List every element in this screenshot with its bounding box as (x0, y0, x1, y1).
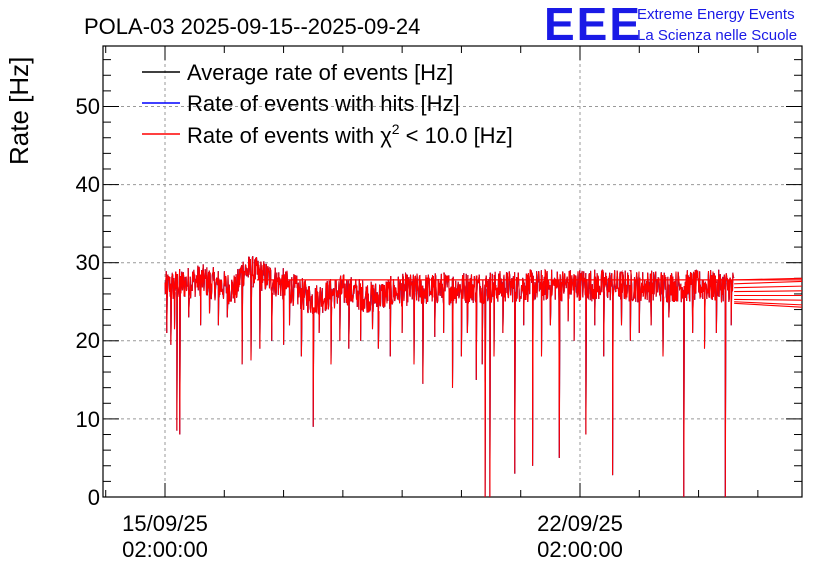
legend-label-hits: Rate of events with hits [Hz] (187, 91, 460, 116)
y-tick-label-0: 0 (88, 485, 100, 510)
plot-frame (102, 45, 803, 498)
grid (103, 46, 802, 497)
series-tail-line-3 (734, 290, 803, 293)
legend-chi2-sup: 2 (392, 121, 400, 137)
y-tick-labels: 0 10 20 30 40 50 (76, 94, 100, 510)
brand-line-1: Extreme Energy Events (637, 6, 795, 23)
series-tail-line-2 (734, 285, 803, 289)
x-tick-time-0: 02:00:00 (122, 537, 208, 562)
series-tail-line-7 (734, 302, 803, 308)
legend-label-chi2: Rate of events with χ2 < 10.0 [Hz] (187, 121, 513, 148)
series-group (164, 256, 803, 498)
y-tick-label-40: 40 (76, 172, 100, 197)
x-tick-date-1: 22/09/25 (537, 511, 623, 536)
series-chi2-line (164, 256, 735, 498)
brand-line-2: La Scienza nelle Scuole (637, 27, 797, 44)
y-tick-label-20: 20 (76, 328, 100, 353)
x-tick-date-0: 15/09/25 (122, 511, 208, 536)
y-tick-label-10: 10 (76, 407, 100, 432)
legend-label-average: Average rate of events [Hz] (187, 60, 453, 85)
x-tick-labels: 15/09/25 02:00:00 22/09/25 02:00:00 (122, 511, 623, 562)
y-axis-label: Rate [Hz] (4, 57, 34, 165)
legend-chi2-pre: Rate of events with χ (187, 123, 392, 148)
y-tick-label-50: 50 (76, 94, 100, 119)
y-tick-label-30: 30 (76, 250, 100, 275)
x-tick-time-1: 02:00:00 (537, 537, 623, 562)
legend: Average rate of events [Hz] Rate of even… (142, 60, 513, 148)
chart-title: POLA-03 2025-09-15--2025-09-24 (84, 14, 420, 39)
eee-logo: EEE (544, 0, 642, 50)
legend-chi2-post: < 10.0 [Hz] (400, 123, 513, 148)
series-tail-line-6 (734, 301, 803, 306)
series-tail-line-1 (734, 280, 803, 285)
axis-ticks (103, 46, 802, 498)
series-tail-line-5 (734, 298, 803, 301)
series-tail-line-0 (734, 277, 803, 281)
